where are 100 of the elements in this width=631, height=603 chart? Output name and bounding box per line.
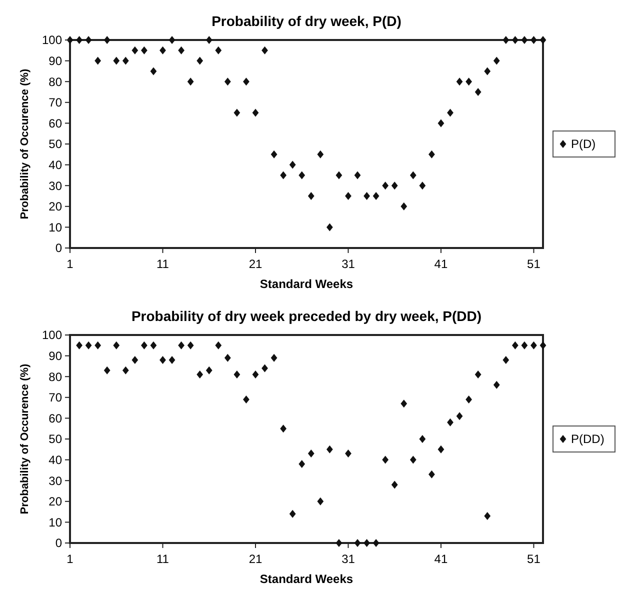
point — [354, 171, 361, 180]
x-axis-title: Standard Weeks — [260, 572, 354, 586]
point — [410, 456, 416, 464]
point — [104, 366, 110, 374]
point — [215, 341, 222, 350]
point — [308, 450, 314, 458]
x-tick-label: 51 — [527, 257, 541, 271]
point — [122, 366, 129, 374]
point — [317, 497, 324, 506]
y-axis-title: Probability of Occurence (%) — [19, 363, 31, 514]
point — [270, 354, 278, 362]
legend-label: P(D) — [571, 137, 596, 152]
point — [234, 108, 240, 117]
point — [140, 341, 148, 350]
y-tick-label: 10 — [48, 515, 62, 530]
y-tick-label: 50 — [48, 432, 62, 446]
point — [493, 56, 500, 65]
point — [391, 182, 398, 190]
point — [280, 424, 287, 433]
point — [262, 46, 268, 54]
point — [113, 56, 120, 65]
point — [94, 341, 102, 350]
legend-label: P(DD) — [571, 432, 604, 446]
point — [150, 341, 157, 350]
point — [206, 366, 212, 374]
y-tick-label: 70 — [48, 96, 62, 110]
point — [456, 412, 463, 420]
y-tick-label: 10 — [48, 220, 62, 234]
point — [419, 435, 426, 443]
y-tick-label: 90 — [48, 54, 62, 68]
y-tick-label: 90 — [48, 349, 62, 363]
x-axis-title: Standard Weeks — [260, 277, 354, 291]
point — [252, 108, 259, 117]
point — [243, 78, 250, 86]
point — [122, 56, 129, 65]
y-tick-label: 40 — [48, 158, 62, 172]
point — [484, 67, 491, 76]
point — [289, 160, 296, 169]
point — [113, 341, 120, 350]
y-tick-label: 60 — [48, 116, 62, 130]
point — [178, 46, 184, 54]
point — [85, 341, 92, 350]
point — [502, 36, 510, 44]
point — [521, 341, 528, 350]
point — [187, 341, 194, 350]
point — [262, 364, 268, 372]
x-tick-label: 1 — [66, 257, 74, 271]
point — [493, 380, 500, 389]
point — [104, 36, 110, 44]
point — [447, 108, 454, 117]
point — [196, 370, 204, 379]
point — [224, 78, 231, 86]
point — [540, 36, 546, 44]
point — [474, 370, 482, 379]
chart-title: Probability of dry week preceded by dry week, P(DD) — [131, 308, 482, 324]
point — [132, 356, 138, 364]
point — [178, 341, 184, 350]
point — [400, 400, 408, 408]
y-axis-title: Probability of Occurence (%) — [19, 68, 31, 220]
point — [466, 78, 472, 86]
point — [252, 370, 259, 379]
point — [530, 341, 537, 350]
x-tick-label: 31 — [342, 257, 356, 271]
point — [298, 460, 306, 468]
point — [326, 445, 333, 454]
point — [160, 46, 166, 54]
point — [410, 171, 416, 180]
point — [372, 192, 380, 200]
point — [502, 356, 510, 364]
y-tick-label: 30 — [48, 474, 62, 488]
point — [512, 341, 518, 350]
point — [382, 182, 389, 190]
point — [280, 171, 287, 180]
x-tick-label: 21 — [248, 257, 262, 271]
point — [382, 456, 389, 464]
point — [438, 119, 444, 128]
point — [474, 88, 482, 96]
y-tick-label: 70 — [48, 390, 62, 405]
y-tick-label: 20 — [48, 200, 62, 214]
x-tick-label: 21 — [248, 552, 262, 566]
point — [150, 67, 157, 76]
x-tick-label: 11 — [156, 552, 170, 566]
point — [447, 418, 454, 426]
point — [540, 341, 546, 350]
point — [364, 192, 370, 200]
point — [391, 480, 398, 489]
point — [466, 395, 472, 404]
point — [336, 539, 342, 547]
point — [530, 36, 537, 44]
point — [345, 192, 352, 200]
point — [345, 450, 352, 458]
y-tick-label: 0 — [55, 241, 62, 256]
point — [419, 182, 426, 190]
y-tick-label: 100 — [42, 328, 62, 342]
x-tick-label: 1 — [66, 552, 74, 566]
point — [298, 171, 306, 180]
point — [400, 202, 408, 210]
point — [140, 46, 148, 54]
point — [512, 36, 518, 44]
y-tick-label: 30 — [48, 178, 62, 193]
